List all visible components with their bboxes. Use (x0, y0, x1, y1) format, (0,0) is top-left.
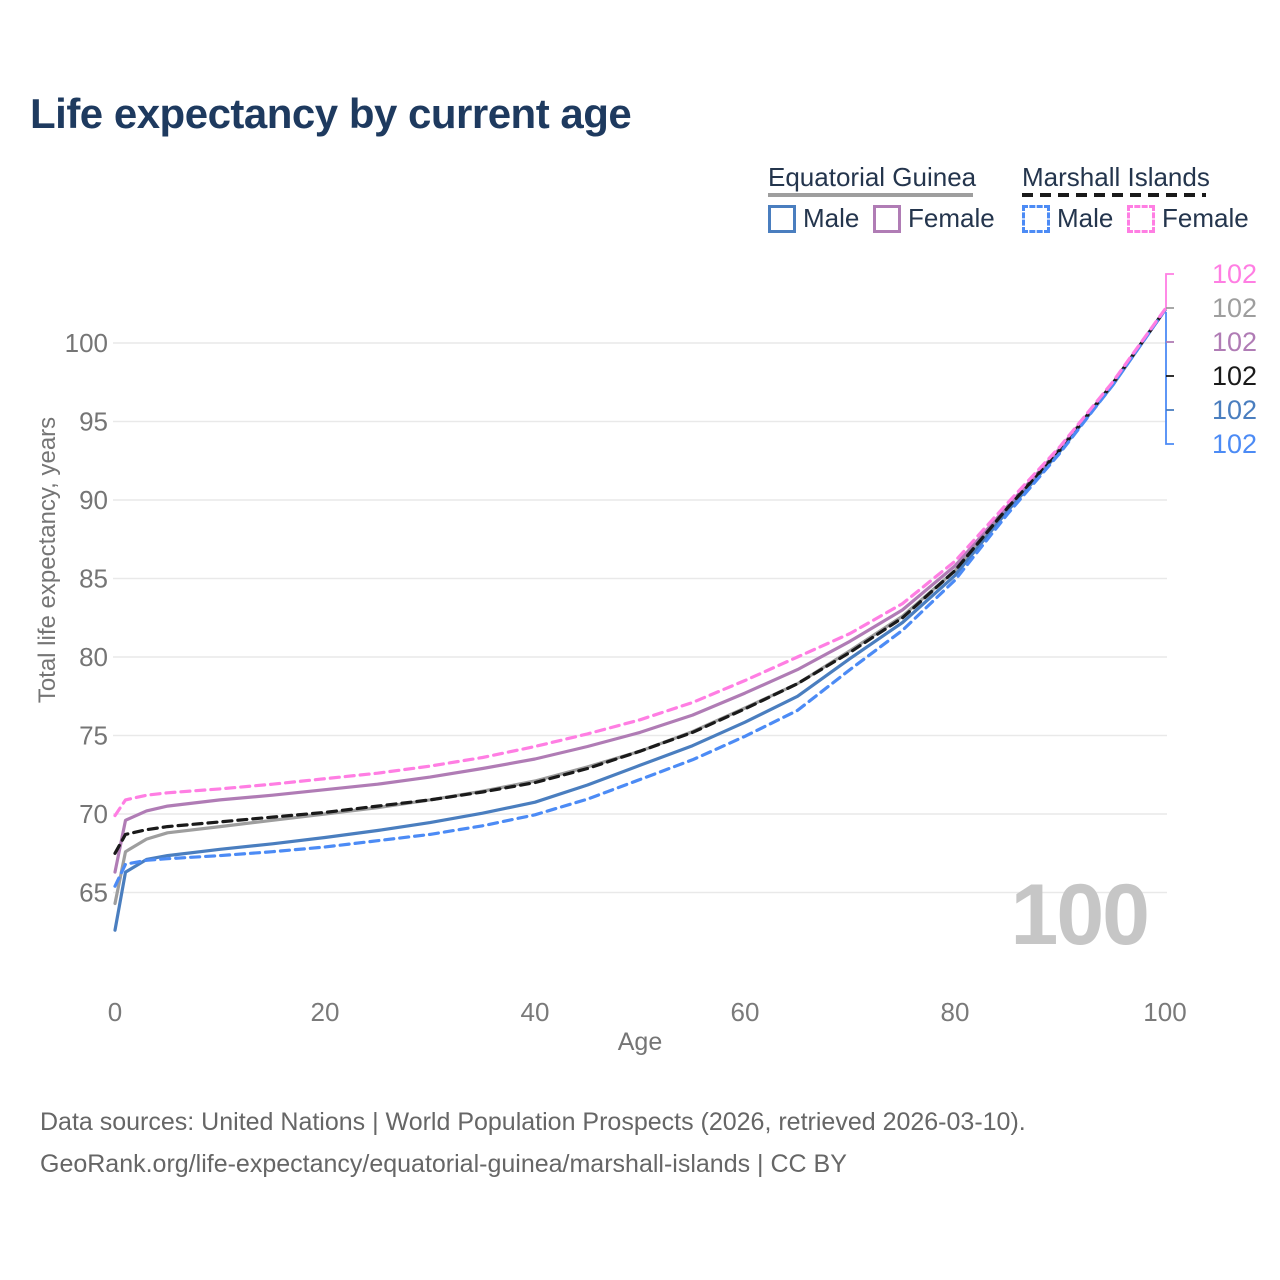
series-line-equatorial-guinea-female (113, 308, 1167, 874)
marshall-islands-flag-icon (1175, 428, 1208, 461)
legend-group-marshall-islands[interactable]: Marshall Islands (1022, 162, 1210, 192)
eg-female-swatch (873, 204, 901, 233)
y-axis-label: Total life expectancy, years (34, 416, 61, 704)
page-title: Life expectancy by current age (30, 90, 632, 137)
legend-item-label: Male (803, 203, 860, 233)
x-tick-20: 20 (311, 997, 340, 1027)
end-value-label: 102 (1212, 293, 1257, 323)
equatorial-guinea-flag-icon (1175, 326, 1207, 358)
legend-item-eg-male[interactable]: Male (768, 203, 859, 234)
y-tick-80: 80 (79, 642, 108, 672)
x-tick-40: 40 (521, 997, 550, 1027)
x-tick-0: 0 (108, 997, 122, 1027)
leader-line-up (1165, 273, 1174, 311)
legend-item-mi-female[interactable]: Female (1127, 203, 1249, 234)
marshall-islands-flag-icon (1175, 258, 1208, 291)
y-tick-90: 90 (79, 485, 108, 515)
legend-item-label: Female (1162, 203, 1249, 233)
series-line-equatorial-guinea-male (113, 308, 1167, 932)
age-counter-watermark: 100 (1010, 867, 1150, 963)
x-tick-100: 100 (1143, 997, 1186, 1027)
y-tick-75: 75 (79, 721, 108, 751)
legend-item-eg-female[interactable]: Female (873, 203, 995, 234)
end-value-label: 102 (1212, 395, 1257, 425)
equatorial-guinea-flag-icon (1175, 292, 1207, 324)
marshall-islands-flag-icon (1175, 360, 1208, 393)
end-value-label: 102 (1212, 259, 1257, 289)
y-tick-100: 100 (65, 328, 108, 358)
y-tick-85: 85 (79, 564, 108, 594)
legend-item-mi-male[interactable]: Male (1022, 203, 1113, 234)
y-tick-65: 65 (79, 878, 108, 908)
legend-underline-solid (768, 193, 973, 197)
x-axis-label: Age (617, 1028, 663, 1056)
legend-group-equatorial-guinea[interactable]: Equatorial Guinea (768, 162, 977, 192)
legend-item-label: Female (908, 203, 995, 233)
legend-underline-dashed (1022, 193, 1206, 197)
end-value-label: 102 (1212, 327, 1257, 357)
series-line-marshall-islands-male (113, 308, 1167, 888)
series-line-marshall-islands-both (113, 308, 1167, 855)
y-tick-95: 95 (79, 407, 108, 437)
x-tick-80: 80 (941, 997, 970, 1027)
eg-male-swatch (768, 204, 796, 233)
leader-line-down (1165, 312, 1174, 445)
footer-attribution: GeoRank.org/life-expectancy/equatorial-g… (40, 1150, 847, 1178)
end-value-label: 102 (1212, 361, 1257, 391)
series-line-marshall-islands-female (113, 307, 1167, 818)
footer-data-sources: Data sources: United Nations | World Pop… (40, 1108, 1026, 1136)
mi-male-swatch (1022, 204, 1050, 233)
x-tick-60: 60 (731, 997, 760, 1027)
equatorial-guinea-flag-icon (1175, 394, 1207, 426)
y-tick-70: 70 (79, 799, 108, 829)
legend-item-label: Male (1057, 203, 1114, 233)
end-value-label: 102 (1212, 429, 1257, 459)
mi-female-swatch (1127, 204, 1155, 233)
